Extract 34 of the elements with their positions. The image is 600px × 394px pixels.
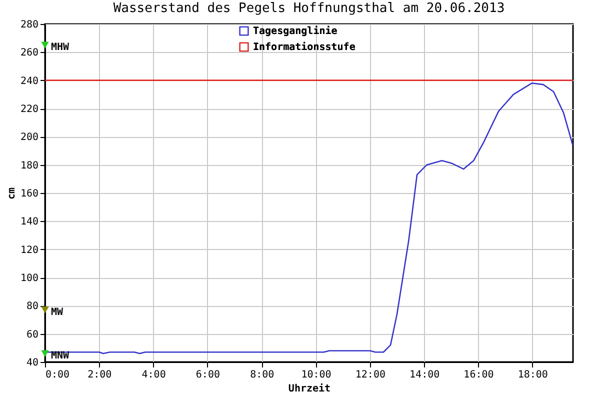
y-axis-title: cm (6, 187, 18, 200)
point (41, 42, 49, 48)
y-tick-label: 180 (20, 160, 38, 172)
y-tick-label: 140 (20, 216, 38, 228)
y-tick-label: 280 (20, 20, 38, 30)
x-tick-label: 16:00 (464, 370, 494, 380)
x-tick-label: 14:00 (410, 370, 440, 380)
y-tick-label: 260 (20, 48, 38, 59)
y-tick-label: 160 (20, 188, 38, 200)
x-tick-label: 18:00 (518, 370, 548, 380)
x-tick-label: 2:00 (88, 370, 112, 380)
y-tick-label: 220 (20, 104, 38, 115)
x-tick-label: 8:00 (250, 370, 274, 380)
y-tick-label: 240 (20, 76, 38, 87)
y-tick-label: 60 (26, 329, 38, 340)
x-tick-label: 0:00 (46, 370, 70, 380)
y-tick-label: 120 (20, 244, 38, 256)
x-tick-label: 4:00 (142, 370, 166, 380)
y-tick-label: 40 (26, 358, 38, 368)
x-tick-label: 12:00 (355, 370, 386, 380)
data-label: MW (51, 306, 64, 318)
x-tick-label: 10:00 (301, 370, 332, 380)
chart-title: Wasserstand des Pegels Hoffnungsthal am 20.06.2013 (113, 1, 505, 16)
y-tick-label: 100 (20, 273, 38, 284)
legend-label: Informationsstufe (253, 41, 356, 53)
data-label: MHW (51, 42, 70, 54)
y-tick-label: 80 (26, 301, 38, 312)
y-tick-label: 200 (20, 132, 38, 144)
x-axis-title: Uhrzeit (288, 382, 331, 394)
point (41, 350, 49, 357)
legend-label: Tagesganglinie (253, 25, 338, 37)
point (41, 306, 49, 314)
x-tick-label: 6:00 (196, 370, 220, 380)
data-label: MNW (51, 350, 70, 362)
